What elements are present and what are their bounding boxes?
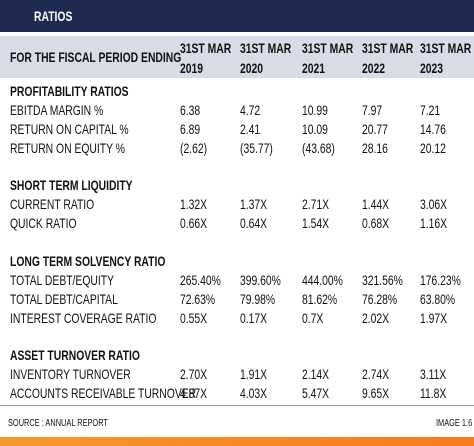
source: SOURCE : ANNUAL REPORT bbox=[8, 418, 108, 429]
cell: 0.64X bbox=[240, 215, 268, 232]
row-label: CURRENT RATIO bbox=[10, 196, 95, 213]
cell: 1.97X bbox=[420, 309, 448, 326]
column-year: 2019 bbox=[180, 60, 204, 76]
column-header: 31ST MAR bbox=[240, 40, 292, 56]
column-year: 2023 bbox=[420, 60, 444, 76]
column-header: 31ST MAR bbox=[302, 40, 354, 56]
title: RATIOS bbox=[34, 8, 73, 24]
cell: 3.06X bbox=[420, 196, 448, 213]
cell: 5.47X bbox=[302, 385, 330, 402]
column-header: 31ST MAR bbox=[180, 40, 232, 56]
cell: 2.74X bbox=[362, 366, 390, 383]
cell: 79.98% bbox=[240, 290, 276, 307]
cell: 1.54X bbox=[302, 215, 330, 232]
cell: (2.62) bbox=[180, 139, 208, 156]
cell: 81.62% bbox=[302, 290, 338, 307]
cell: 4.87X bbox=[180, 385, 208, 402]
bottom-bar bbox=[0, 437, 474, 446]
cell: 0.55X bbox=[180, 309, 208, 326]
column-header: 31ST MAR bbox=[362, 40, 414, 56]
cell: 20.12 bbox=[420, 139, 446, 156]
cell: 4.03X bbox=[240, 385, 268, 402]
cell: 321.56% bbox=[362, 272, 403, 288]
divider bbox=[0, 405, 474, 406]
cell: 72.63% bbox=[180, 290, 216, 307]
cell: 1.32X bbox=[180, 196, 208, 213]
cell: 28.16 bbox=[362, 139, 388, 156]
row-label: TOTAL DEBT/CAPITAL bbox=[10, 290, 118, 307]
cell: 7.97 bbox=[362, 102, 383, 118]
cell: 444.00% bbox=[302, 272, 343, 288]
cell: 6.38 bbox=[180, 102, 201, 118]
section-title: SHORT TERM LIQUIDITY bbox=[10, 177, 133, 194]
section-title: ASSET TURNOVER RATIO bbox=[10, 347, 140, 364]
cell: 399.60% bbox=[240, 272, 281, 288]
column-year: 2021 bbox=[302, 60, 326, 76]
cell: 0.66X bbox=[180, 215, 208, 232]
column-header: 31ST MAR bbox=[420, 40, 472, 56]
cell: 10.99 bbox=[302, 102, 328, 118]
cell: 63.80% bbox=[420, 290, 456, 307]
row-label: EBITDA MARGIN % bbox=[10, 102, 104, 118]
cell: 76.28% bbox=[362, 290, 398, 307]
row-label: RETURN ON EQUITY % bbox=[10, 139, 125, 156]
cell: 14.76 bbox=[420, 120, 446, 137]
cell: 2.02X bbox=[362, 309, 390, 326]
cell: 0.17X bbox=[240, 309, 268, 326]
row-label: INVENTORY TURNOVER bbox=[10, 366, 131, 383]
cell: 2.41 bbox=[240, 120, 261, 137]
row-label: TOTAL DEBT/EQUITY bbox=[10, 272, 115, 288]
cell: 11.8X bbox=[420, 385, 447, 402]
header-bar bbox=[0, 36, 474, 78]
cell: 4.72 bbox=[240, 102, 261, 118]
cell: 7.21 bbox=[420, 102, 441, 118]
cell: 1.37X bbox=[240, 196, 268, 213]
section-title: PROFITABILITY RATIOS bbox=[10, 83, 129, 99]
cell: 0.68X bbox=[362, 215, 390, 232]
row-label: ACCOUNTS RECEIVABLE TURNOVER bbox=[10, 385, 197, 402]
row-label: QUICK RATIO bbox=[10, 215, 77, 232]
row-label: RETURN ON CAPITAL % bbox=[10, 120, 129, 137]
header-label: FOR THE FISCAL PERIOD ENDING bbox=[10, 49, 182, 65]
image-label: IMAGE 1.6 bbox=[436, 418, 473, 429]
cell: 176.23% bbox=[420, 272, 461, 288]
cell: 9.65X bbox=[362, 385, 390, 402]
cell: 3.11X bbox=[420, 366, 447, 383]
cell: (35.77) bbox=[240, 139, 273, 156]
column-year: 2020 bbox=[240, 60, 264, 76]
cell: (43.68) bbox=[302, 139, 335, 156]
cell: 1.44X bbox=[362, 196, 390, 213]
cell: 2.70X bbox=[180, 366, 208, 383]
cell: 1.16X bbox=[420, 215, 448, 232]
cell: 0.7X bbox=[302, 309, 324, 326]
cell: 265.40% bbox=[180, 272, 221, 288]
column-year: 2022 bbox=[362, 60, 386, 76]
cell: 10.09 bbox=[302, 120, 328, 137]
cell: 20.77 bbox=[362, 120, 388, 137]
row-label: INTEREST COVERAGE RATIO bbox=[10, 309, 157, 326]
cell: 1.91X bbox=[240, 366, 268, 383]
cell: 2.14X bbox=[302, 366, 330, 383]
cell: 2.71X bbox=[302, 196, 330, 213]
title-bar bbox=[0, 0, 474, 32]
cell: 6.89 bbox=[180, 120, 201, 137]
section-title: LONG TERM SOLVENCY RATIO bbox=[10, 253, 166, 269]
